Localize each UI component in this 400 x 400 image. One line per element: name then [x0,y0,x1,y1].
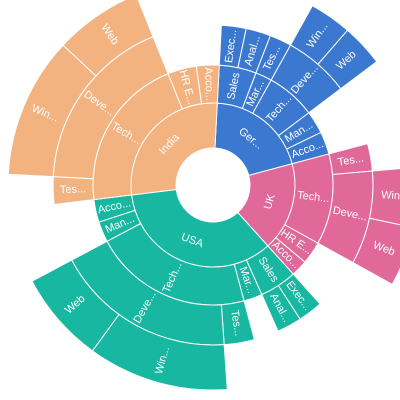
segment-arc[interactable] [328,142,373,176]
segment-arc[interactable] [31,259,120,352]
segment-arc[interactable] [317,29,378,90]
segment-arc[interactable] [368,167,400,227]
segment-arc[interactable] [52,176,95,206]
segment-arc[interactable] [62,0,154,77]
segment-uk-tech-deve-win[interactable]: Win... [368,167,400,227]
segment-uk-tech-tes[interactable]: Tes... [328,142,373,176]
segment-arc[interactable] [352,217,400,286]
segment-usa-tech-tes[interactable]: Tes... [220,300,256,346]
segment-arc[interactable] [195,64,220,105]
segment-ind-tech-tes[interactable]: Tes... [52,176,95,206]
segment-arc[interactable] [220,300,256,346]
